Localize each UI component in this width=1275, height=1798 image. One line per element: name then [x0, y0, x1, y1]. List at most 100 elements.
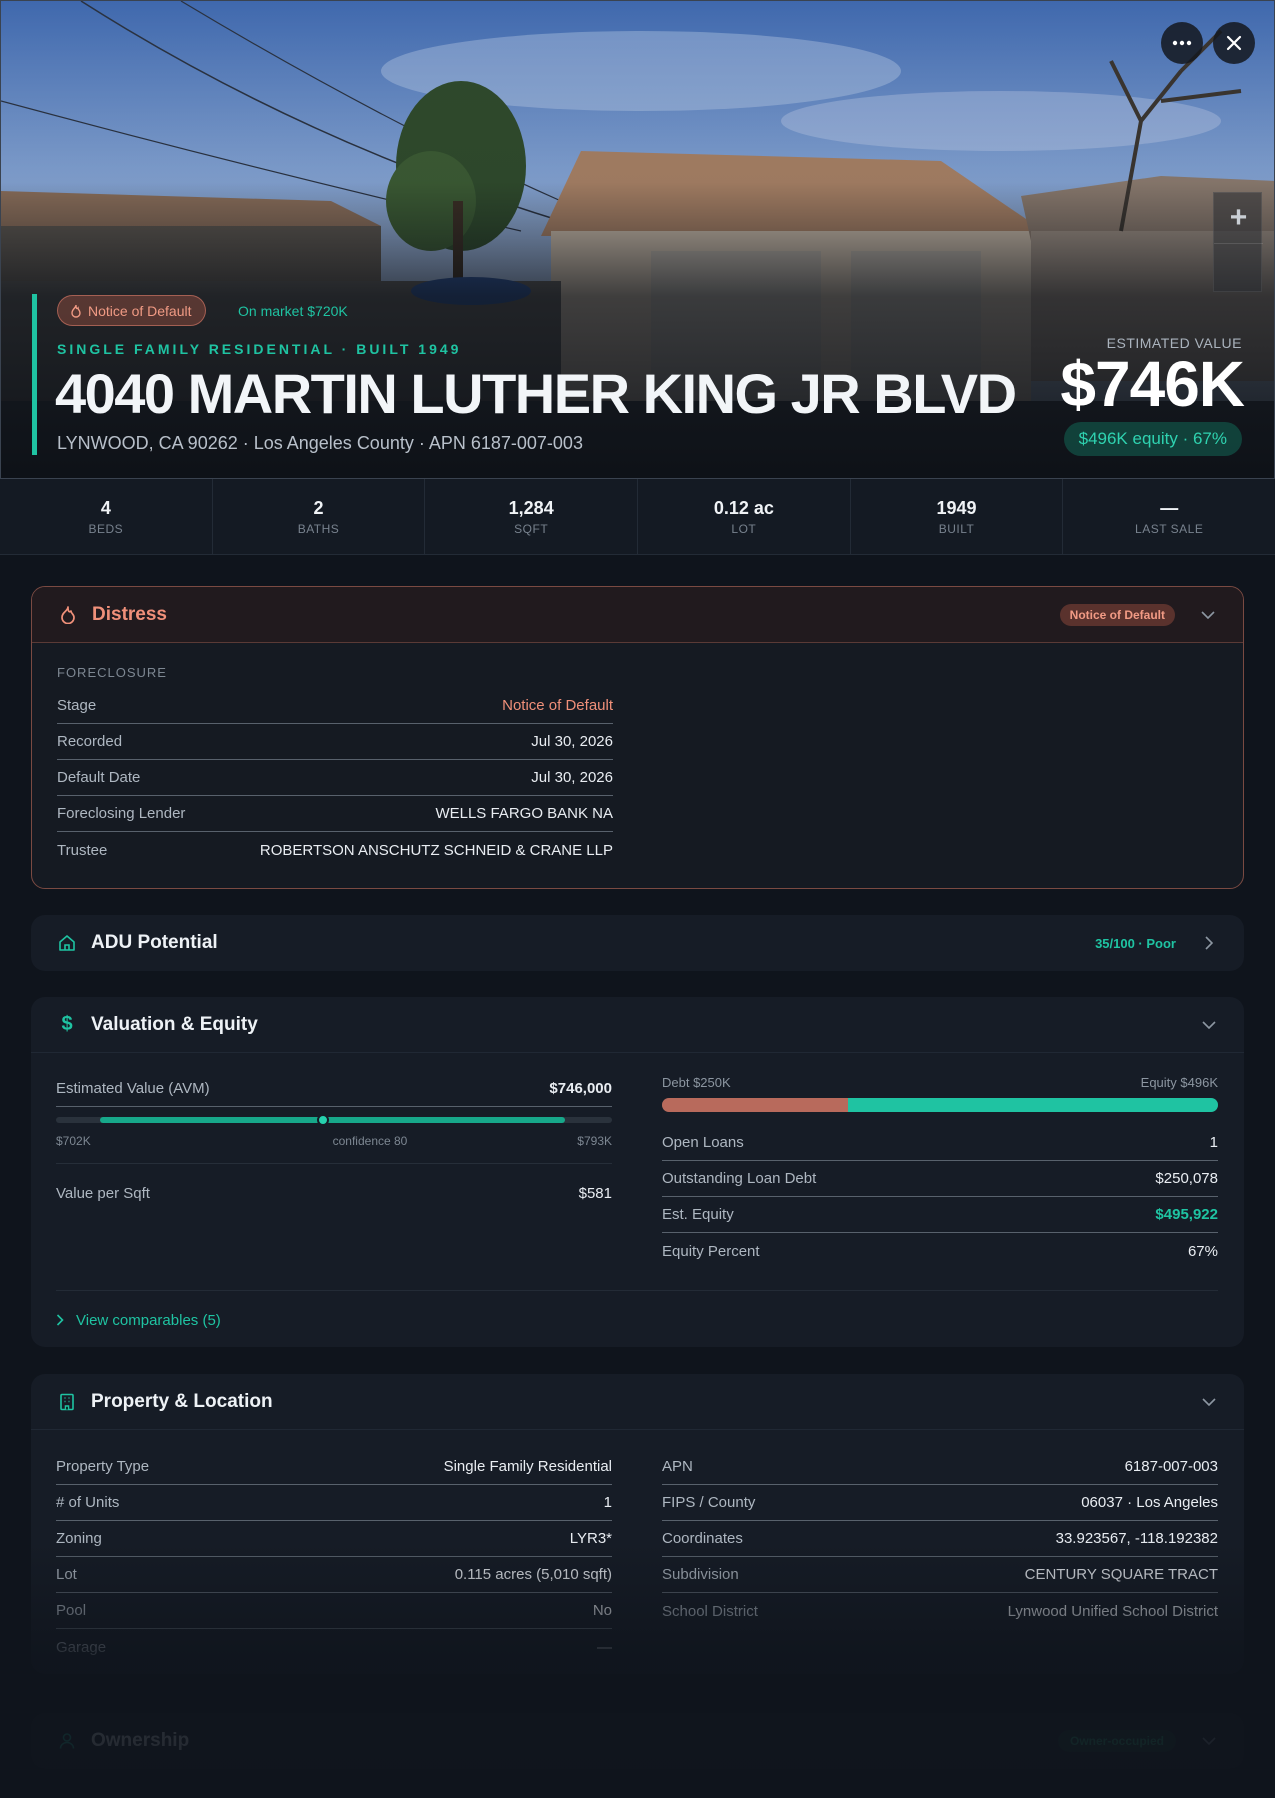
confidence-label: confidence 80 [332, 1134, 408, 1148]
row-label: Lot [56, 1566, 77, 1583]
hero: + Notice of Default On market $720K SING… [0, 0, 1275, 479]
valuation-header-right [1200, 997, 1218, 1053]
row-value: 1 [603, 1494, 612, 1511]
equity-badge: $496K equity · 67% [1063, 422, 1242, 456]
hero-gradient [1, 1, 1274, 478]
stat-value: 1,284 [508, 497, 554, 518]
property-row-units: # of Units 1 [56, 1485, 612, 1521]
row-label: Subdivision [662, 1566, 739, 1583]
foreclosure-section-label: FORECLOSURE [57, 665, 167, 680]
valuation-equity-card: $ Valuation & Equity Estimated Value (AV… [31, 997, 1244, 1347]
row-label: Property Type [56, 1458, 150, 1475]
close-button[interactable] [1213, 22, 1255, 64]
chevron-down-icon[interactable] [1200, 1016, 1218, 1034]
property-card-header[interactable]: Property & Location [31, 1374, 1244, 1430]
row-label: Pool [56, 1602, 87, 1619]
property-header-right [1200, 1374, 1218, 1430]
row-label: Value per Sqft [56, 1184, 150, 1202]
map-zoom-control: + [1213, 192, 1263, 292]
user-icon [57, 1731, 77, 1751]
row-label: Equity Percent [662, 1242, 760, 1260]
distress-badge-label: Notice of Default [88, 302, 192, 319]
distress-row-recorded: Recorded Jul 30, 2026 [57, 724, 613, 760]
stat-value: 2 [313, 497, 324, 518]
flame-icon [58, 605, 78, 625]
property-row-type: Property Type Single Family Residential [56, 1449, 612, 1485]
chevron-down-icon[interactable] [1200, 1393, 1218, 1411]
property-location-card: Property & Location Property Type Single… [31, 1374, 1244, 1674]
stat-label: BEDS [88, 521, 124, 536]
row-value: 6187-007-003 [1124, 1458, 1218, 1475]
estimated-value-label: ESTIMATED VALUE [1106, 335, 1242, 351]
estimated-value: $746K [1060, 348, 1245, 420]
row-value: 67% [1187, 1242, 1218, 1260]
equity-label: Equity $496K [1140, 1075, 1218, 1090]
dollar-icon: $ [61, 1013, 73, 1035]
zoom-divider [1214, 243, 1263, 244]
row-label: Garage [56, 1638, 107, 1656]
zoom-in-button[interactable]: + [1214, 193, 1263, 243]
debt-segment [662, 1098, 849, 1112]
row-value: 1 [1209, 1134, 1218, 1151]
chevron-down-icon[interactable] [1199, 606, 1217, 624]
property-type-eyebrow: SINGLE FAMILY RESIDENTIAL · BUILT 1949 [57, 341, 462, 357]
view-comparables-link[interactable]: View comparables (5) [56, 1305, 221, 1335]
chevron-down-icon[interactable] [1200, 1732, 1218, 1750]
more-options-button[interactable] [1161, 22, 1203, 64]
valuation-card-header[interactable]: $ Valuation & Equity [31, 997, 1244, 1053]
stat-value: 4 [100, 497, 111, 518]
row-value: $581 [578, 1184, 612, 1202]
row-value: 33.923567, -118.192382 [1055, 1530, 1218, 1547]
equity-row-loan-debt: Outstanding Loan Debt $250,078 [662, 1161, 1218, 1197]
debt-label: Debt $250K [662, 1075, 731, 1090]
avm-value: $746,000 [549, 1080, 612, 1097]
row-label: Open Loans [662, 1134, 744, 1151]
divider [56, 1163, 612, 1164]
row-value: 06037 · Los Angeles [1081, 1494, 1218, 1511]
comparables-label: View comparables (5) [76, 1311, 221, 1329]
status-badge: Notice of Default [1059, 604, 1175, 626]
chevron-right-icon[interactable] [1200, 934, 1218, 952]
range-high: $793K [577, 1134, 612, 1148]
adu-card-header[interactable]: ADU Potential 35/100 · Poor [31, 915, 1244, 971]
row-label: Trustee [57, 841, 108, 859]
ownership-card[interactable]: Ownership Owner-occupied [31, 1713, 1244, 1769]
row-label: School District [662, 1602, 758, 1620]
stat-label: LAST SALE [1135, 521, 1204, 536]
distress-row-trustee: Trustee ROBERTSON ANSCHUTZ SCHNEID & CRA… [57, 832, 613, 868]
row-value: Jul 30, 2026 [531, 769, 613, 786]
row-value: ROBERTSON ANSCHUTZ SCHNEID & CRANE LLP [259, 841, 613, 859]
distress-row-default-date: Default Date Jul 30, 2026 [57, 760, 613, 796]
row-value: Lynwood Unified School District [1007, 1602, 1218, 1620]
property-row-subdivision: Subdivision CENTURY SQUARE TRACT [662, 1557, 1218, 1593]
avm-range-fill [100, 1117, 565, 1123]
ownership-card-header[interactable]: Ownership Owner-occupied [31, 1713, 1244, 1769]
house-icon [57, 933, 77, 953]
avm-marker [316, 1114, 329, 1126]
stat-sqft: 1,284 SQFT [425, 479, 639, 554]
row-value: Single Family Residential [443, 1458, 612, 1475]
equity-row-percent: Equity Percent 67% [662, 1233, 1218, 1269]
row-value: $495,922 [1155, 1206, 1218, 1223]
property-row-school-district: School District Lynwood Unified School D… [662, 1593, 1218, 1629]
distress-row-stage: Stage Notice of Default [57, 688, 613, 724]
property-row-fips: FIPS / County 06037 · Los Angeles [662, 1485, 1218, 1521]
row-label: APN [662, 1458, 693, 1475]
plus-icon: + [1229, 201, 1248, 234]
stat-built: 1949 BUILT [851, 479, 1064, 554]
debt-equity-bar [662, 1098, 1218, 1112]
flame-icon [71, 304, 81, 318]
page-title: 4040 MARTIN LUTHER KING JR BLVD [55, 362, 1017, 425]
property-row-lot: Lot 0.115 acres (5,010 sqft) [56, 1557, 612, 1593]
row-value: Notice of Default [502, 697, 613, 714]
row-label: # of Units [56, 1494, 120, 1511]
stat-baths: 2 BATHS [213, 479, 426, 554]
row-value: 0.115 acres (5,010 sqft) [454, 1566, 612, 1583]
property-row-zoning: Zoning LYR3* [56, 1521, 612, 1557]
distress-card: Distress Notice of Default FORECLOSURE S… [31, 586, 1244, 889]
stat-lot: 0.12 ac LOT [638, 479, 851, 554]
row-value: LYR3* [569, 1530, 612, 1547]
distress-card-header[interactable]: Distress Notice of Default [32, 587, 1243, 643]
avm-row: Estimated Value (AVM) $746,000 [56, 1071, 612, 1107]
adu-potential-card[interactable]: ADU Potential 35/100 · Poor [31, 915, 1244, 971]
